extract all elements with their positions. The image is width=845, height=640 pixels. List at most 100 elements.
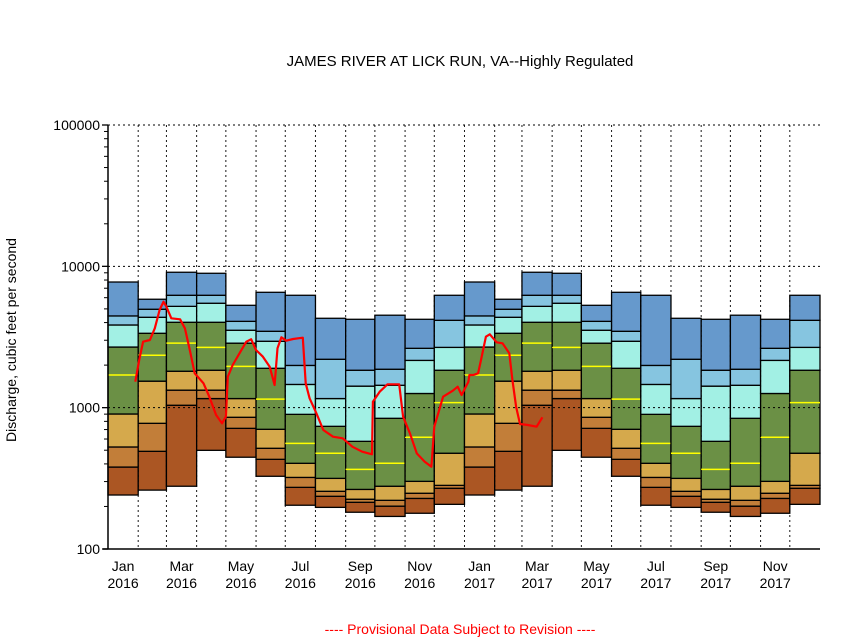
band-2-may — [580, 416, 613, 429]
band-3-may — [580, 397, 613, 418]
band-3-aug — [314, 477, 347, 492]
band-7-may — [580, 304, 613, 323]
x-tick-month: Mar — [169, 558, 193, 574]
band-6-feb — [137, 308, 168, 318]
band-5-dec — [789, 346, 821, 371]
y-tick-label: 100 — [77, 541, 101, 557]
band-1-mar — [165, 404, 198, 487]
band-5-mar — [521, 305, 553, 323]
x-tick-month: Jul — [291, 558, 309, 574]
band-3-jul — [284, 462, 317, 479]
band-1-mar — [521, 404, 553, 487]
band-2-jan — [463, 446, 496, 468]
band-5-feb — [494, 316, 523, 334]
band-6-apr — [195, 294, 227, 304]
grid-lines — [108, 124, 820, 549]
band-4-jan — [107, 346, 139, 415]
band-6-sep — [345, 369, 376, 387]
band-5-nov — [404, 359, 435, 395]
band-1-jul — [640, 486, 672, 506]
band-3-jul — [640, 462, 672, 479]
band-7-oct — [374, 314, 406, 370]
band-7-dec — [789, 294, 821, 321]
band-7-sep — [345, 318, 376, 371]
band-2-mar — [521, 389, 553, 406]
band-7-mar — [165, 271, 198, 296]
band-1-nov — [759, 497, 791, 514]
band-7-jun — [255, 291, 286, 332]
band-2-aug — [314, 490, 347, 497]
x-tick-year: 2016 — [285, 575, 316, 591]
band-4-dec — [789, 369, 821, 454]
band-1-apr — [551, 397, 583, 451]
band-3-mar — [165, 370, 198, 391]
x-tick-year: 2017 — [760, 575, 791, 591]
x-tick-year: 2017 — [700, 575, 731, 591]
provisional-footer: ---- Provisional Data Subject to Revisio… — [325, 621, 596, 637]
band-4-mar — [521, 321, 553, 372]
band-2-nov — [759, 492, 791, 500]
x-tick-month: May — [583, 558, 609, 574]
discharge-line-group — [134, 300, 544, 468]
band-3-jun — [610, 428, 642, 449]
y-axis-label: Discharge, cubic feet per second — [3, 238, 19, 442]
x-tick-month: May — [228, 558, 254, 574]
band-7-dec — [433, 294, 466, 321]
band-7-jul — [640, 294, 672, 367]
band-1-nov — [404, 497, 435, 514]
band-2-jul — [640, 476, 672, 489]
band-6-nov — [759, 347, 791, 362]
band-2-oct — [729, 499, 762, 507]
band-6-apr — [551, 294, 583, 304]
band-7-jan — [463, 281, 496, 317]
band-1-oct — [374, 505, 406, 518]
x-tick-year: 2016 — [345, 575, 376, 591]
band-7-jun — [610, 291, 642, 332]
band-3-oct — [374, 485, 406, 501]
band-1-jul — [284, 486, 317, 506]
band-7-aug — [314, 317, 347, 360]
band-6-mar — [165, 294, 198, 308]
band-5-jan — [107, 324, 139, 348]
percentile-bands — [107, 271, 821, 518]
band-6-dec — [433, 319, 466, 349]
x-tick-month: Sep — [703, 558, 728, 574]
band-6-aug — [670, 358, 702, 400]
band-1-feb — [137, 450, 168, 491]
x-tick-year: 2017 — [521, 575, 552, 591]
x-tick-year: 2016 — [404, 575, 435, 591]
band-5-jul — [640, 383, 672, 415]
x-tick-month: Jan — [468, 558, 491, 574]
band-6-mar — [521, 294, 553, 308]
band-5-oct — [729, 384, 762, 419]
band-6-feb — [494, 308, 523, 318]
band-5-aug — [670, 397, 702, 427]
band-4-jul — [284, 413, 317, 464]
band-7-feb — [494, 298, 523, 310]
x-tick-month: Mar — [525, 558, 549, 574]
band-6-dec — [789, 319, 821, 349]
band-1-jan — [107, 466, 139, 496]
x-tick-year: 2016 — [108, 575, 139, 591]
band-6-jun — [610, 330, 642, 342]
band-5-jun — [610, 340, 642, 369]
band-6-oct — [729, 368, 762, 386]
chart-title: JAMES RIVER AT LICK RUN, VA--Highly Regu… — [287, 53, 634, 70]
band-3-nov — [404, 480, 435, 494]
band-1-sep — [700, 501, 732, 513]
band-4-aug — [670, 425, 702, 480]
band-4-sep — [700, 440, 732, 491]
band-2-feb — [137, 422, 168, 452]
band-4-jul — [640, 413, 672, 464]
band-1-may — [225, 427, 257, 458]
band-2-jun — [610, 447, 642, 460]
band-2-apr — [195, 389, 227, 400]
band-7-may — [225, 304, 257, 323]
x-tick-year: 2017 — [640, 575, 671, 591]
x-tick-year: 2016 — [166, 575, 197, 591]
band-1-oct — [729, 505, 762, 518]
band-6-nov — [404, 347, 435, 362]
band-6-may — [580, 320, 613, 331]
